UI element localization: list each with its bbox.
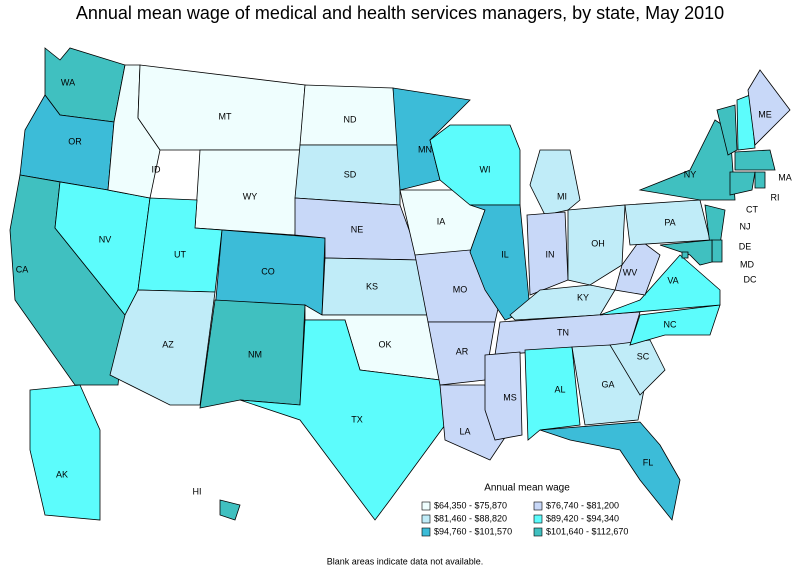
map-title: Annual mean wage of medical and health s…	[76, 3, 724, 23]
state-label: AL	[554, 384, 565, 394]
state-label: MT	[219, 111, 232, 121]
state-shape	[469, 204, 531, 321]
state-label: IL	[501, 249, 509, 259]
state-label: SC	[637, 351, 650, 361]
state-shape	[539, 421, 681, 521]
state-label: NV	[99, 234, 112, 244]
legend-label: $101,640 - $112,670	[546, 526, 628, 536]
state-label: IN	[546, 249, 555, 259]
state-label: DE	[739, 241, 752, 251]
state-label: HI	[193, 486, 202, 496]
legend-label: $94,760 - $101,570	[434, 526, 512, 536]
state-label: KS	[366, 281, 378, 291]
state-label: ND	[344, 114, 357, 124]
state-shape	[484, 351, 523, 441]
state-label: MD	[740, 259, 754, 269]
state-shape	[638, 119, 736, 201]
state-label: NE	[351, 224, 364, 234]
state-label: MN	[418, 144, 432, 154]
state-label: TX	[351, 414, 363, 424]
state-shape	[629, 304, 721, 346]
state-label: WV	[623, 267, 638, 277]
state-shape	[711, 239, 723, 263]
state-label: CO	[261, 266, 275, 276]
state-shape	[599, 254, 721, 316]
state-shape	[137, 64, 306, 151]
state-shape	[734, 149, 776, 171]
legend-swatch	[533, 527, 543, 537]
state-label: ME	[758, 109, 772, 119]
state-shape	[567, 204, 626, 286]
state-label: DC	[744, 274, 757, 284]
state-label: AK	[56, 469, 68, 479]
state-label: AZ	[162, 339, 174, 349]
state-label: GA	[601, 379, 614, 389]
state-label: LA	[459, 426, 470, 436]
state-label: AR	[456, 346, 469, 356]
legend-swatch	[533, 501, 543, 511]
legend-title: Annual mean wage	[484, 483, 570, 494]
state-label: UT	[174, 249, 186, 259]
state-label: CT	[746, 204, 758, 214]
state-shape	[219, 499, 241, 521]
legend-swatch	[421, 514, 431, 524]
state-label: NJ	[740, 221, 751, 231]
state-label: ID	[152, 164, 162, 174]
legend: $64,350 - $75,870 $76,740 - $81,200 $81,46…	[421, 500, 628, 537]
state-shape	[529, 149, 581, 216]
legend-swatch	[421, 501, 431, 511]
state-label: MS	[503, 392, 517, 402]
state-shape	[524, 346, 581, 441]
state-label: MA	[778, 172, 792, 182]
state-label: OR	[68, 136, 82, 146]
state-label: NY	[684, 169, 697, 179]
state-label: IA	[437, 216, 446, 226]
state-label: OK	[378, 339, 391, 349]
state-label: SD	[344, 169, 357, 179]
state-label: FL	[643, 457, 654, 467]
footnote: Blank areas indicate data not available.	[327, 556, 484, 566]
state-label: MO	[453, 284, 468, 294]
legend-label: $81,460 - $88,820	[434, 513, 507, 523]
legend-swatch	[533, 514, 543, 524]
state-shape	[716, 104, 738, 156]
state-label: TN	[557, 327, 569, 337]
state-shape	[681, 251, 689, 259]
state-label: VA	[667, 275, 678, 285]
states: WA OR CA NV ID MT WY UT CO AZ NM ND SD NE KS OK TX MN IA MO…	[9, 47, 792, 521]
state-shape	[239, 319, 446, 521]
state-label: MI	[557, 191, 567, 201]
state-label: RI	[771, 192, 780, 202]
state-label: CA	[16, 264, 29, 274]
state-shape	[729, 171, 756, 196]
state-shape	[747, 69, 791, 146]
state-shape	[754, 171, 766, 189]
state-label: PA	[664, 217, 675, 227]
state-label: WI	[480, 164, 491, 174]
state-label: NM	[248, 349, 262, 359]
state-label: OH	[591, 238, 605, 248]
state-label: NC	[664, 319, 677, 329]
legend-swatch	[421, 527, 431, 537]
state-label: WA	[61, 77, 75, 87]
state-shape	[29, 384, 101, 521]
state-label: WY	[243, 191, 258, 201]
state-shape	[109, 289, 216, 406]
legend-label: $89,420 - $94,340	[546, 513, 619, 523]
state-label: KY	[577, 292, 589, 302]
legend-label: $64,350 - $75,870	[434, 500, 507, 510]
legend-label: $76,740 - $81,200	[546, 500, 619, 510]
